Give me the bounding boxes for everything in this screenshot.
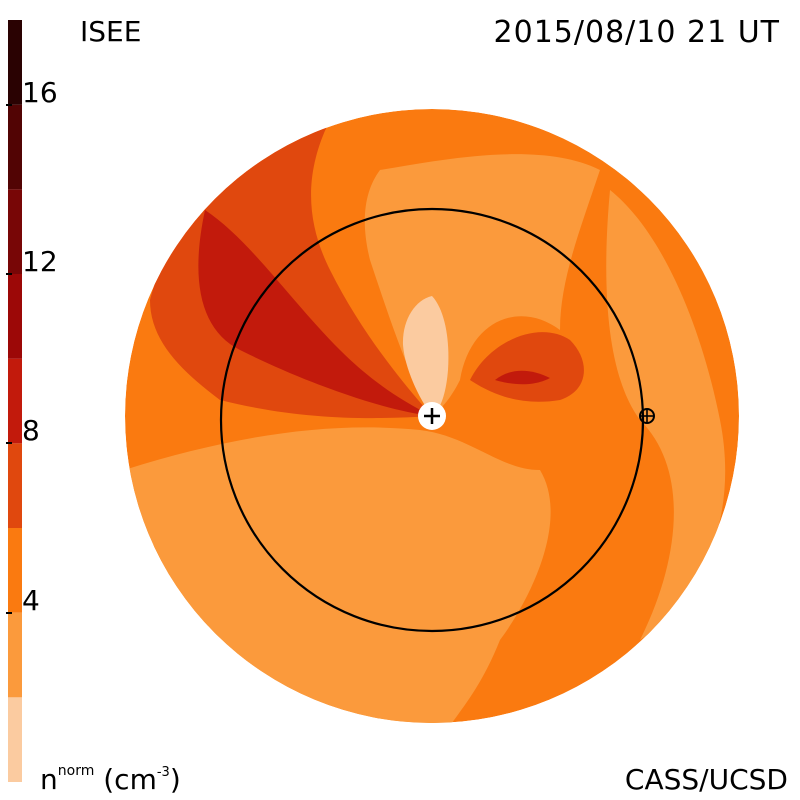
colorbar-level-6: [8, 189, 22, 274]
colorbar-tick-label: 12: [22, 245, 58, 278]
field-light-east: [606, 190, 726, 640]
colorbar-level-5: [8, 274, 22, 359]
colorbar-level-7: [8, 104, 22, 190]
colorbar-level-3: [8, 443, 22, 528]
org-label: ISEE: [80, 15, 142, 48]
unit-exponent: -3: [156, 765, 170, 780]
colorbar-level-4: [8, 358, 22, 444]
field-mid-arm: [150, 120, 432, 419]
colorbar-level-1: [8, 612, 22, 698]
field-dark-arm: [198, 210, 432, 416]
colorbar-level-0: [8, 697, 22, 782]
earth-orbit-ring: [219, 207, 645, 633]
field-light-southwest: [125, 480, 430, 700]
colorbar-tick-mark: [6, 273, 12, 275]
field-east-blob-dark: [495, 370, 550, 385]
colorbar-level-8: [8, 20, 22, 105]
colorbar-tick-mark: [6, 103, 12, 106]
field-pale-core: [402, 296, 449, 416]
colorbar-level-2: [8, 528, 22, 613]
earth-symbol: [639, 408, 655, 424]
field-east-blob-mid: [470, 332, 584, 402]
unit-paren: (cm: [103, 763, 157, 796]
colorbar-tick-mark: [6, 442, 12, 445]
unit-symbol: n: [40, 763, 58, 796]
colorbar-tick-label: 4: [22, 583, 40, 617]
colorbar: [8, 20, 22, 782]
date-timestamp: 2015/08/10 21 UT: [493, 15, 780, 50]
credit-label: CASS/UCSD: [624, 763, 788, 796]
colorbar-tick-label: 16: [22, 75, 58, 109]
colorbar-tick-mark: [6, 611, 12, 614]
sun-plus-symbol: [418, 402, 446, 430]
unit-close: ): [169, 763, 181, 796]
unit-superscript: norm: [57, 763, 95, 779]
colorbar-unit-label: nnorm (cm-3): [40, 764, 181, 794]
colorbar-tick-label: 8: [22, 414, 40, 448]
